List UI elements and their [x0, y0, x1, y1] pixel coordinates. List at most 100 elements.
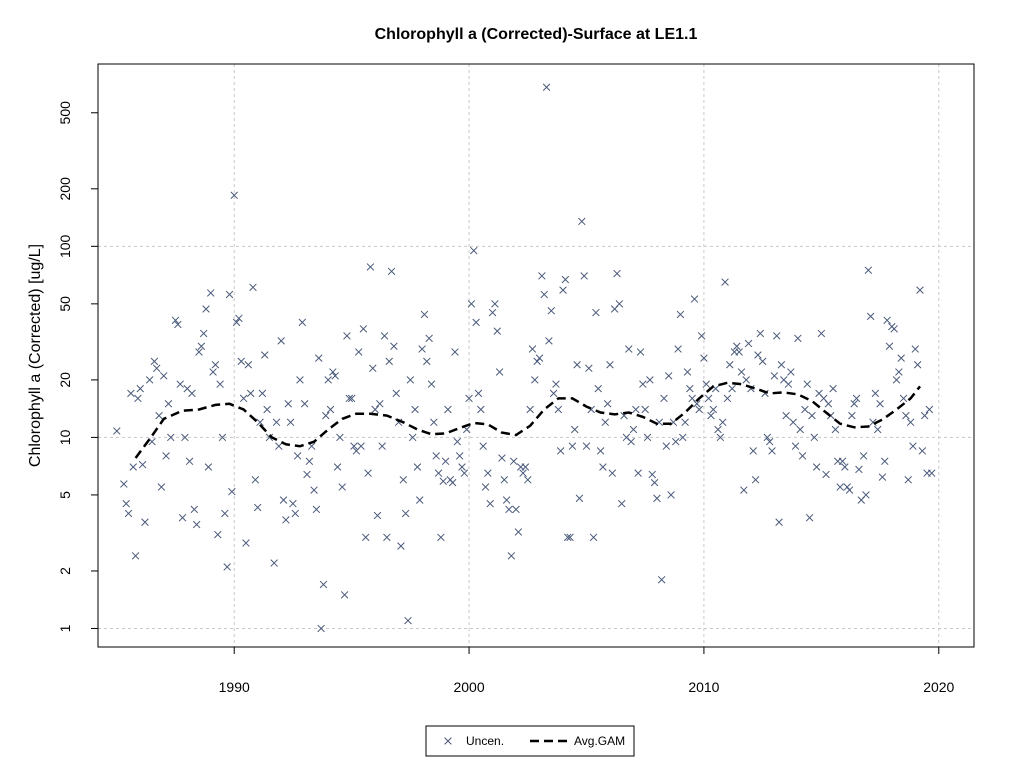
x-tick-label: 2000: [453, 679, 484, 695]
gam-line-layer: [134, 381, 921, 459]
data-point: [920, 411, 929, 420]
data-point: [249, 283, 257, 292]
data-point: [481, 483, 490, 491]
data-point: [524, 476, 532, 484]
data-point: [298, 318, 307, 327]
y-tick-label: 20: [57, 372, 73, 388]
data-point: [413, 463, 422, 471]
data-point: [282, 516, 290, 524]
data-point: [695, 405, 703, 414]
y-tick-label: 200: [57, 177, 73, 201]
data-point: [768, 447, 776, 455]
x-tick-label: 2010: [688, 679, 719, 695]
data-point: [420, 310, 429, 319]
data-point: [805, 513, 814, 522]
data-point: [812, 463, 821, 471]
data-point: [214, 530, 222, 539]
data-point: [455, 452, 464, 460]
data-point: [772, 332, 781, 340]
data-point: [798, 452, 807, 460]
data-point: [244, 361, 253, 369]
data-point: [606, 361, 614, 369]
data-point: [881, 457, 889, 466]
data-point: [716, 433, 725, 442]
plot-frame: [97, 63, 975, 648]
data-point: [909, 442, 917, 450]
data-point: [589, 533, 598, 542]
legend-label-uncen: Uncen.: [466, 734, 504, 748]
data-point: [850, 400, 858, 408]
data-point: [613, 269, 621, 278]
data-point: [808, 411, 816, 420]
data-point: [376, 400, 384, 408]
data-point: [570, 425, 579, 434]
data-point: [625, 345, 633, 353]
data-point: [568, 442, 577, 450]
data-point: [350, 442, 358, 450]
data-point: [361, 533, 370, 542]
data-point: [293, 452, 302, 460]
data-point: [141, 518, 149, 526]
data-point: [305, 457, 314, 466]
data-point: [505, 505, 513, 514]
data-point: [580, 272, 588, 280]
data-point: [801, 405, 809, 414]
data-point: [258, 389, 267, 398]
data-point: [660, 394, 668, 403]
data-point: [742, 376, 750, 384]
data-point: [533, 357, 541, 366]
y-tick-label: 50: [57, 296, 73, 312]
data-point: [235, 314, 243, 323]
data-point: [378, 442, 386, 450]
data-point: [535, 354, 544, 362]
data-point: [385, 357, 393, 366]
data-point: [430, 418, 438, 427]
x-axis: 1990 2000 2010 2020: [219, 647, 955, 695]
data-point: [657, 575, 666, 584]
data-point: [502, 496, 511, 504]
data-point: [369, 364, 377, 373]
data-point: [423, 357, 431, 366]
data-point: [488, 308, 497, 317]
data-point: [782, 411, 790, 420]
data-point: [843, 483, 851, 491]
data-point: [690, 295, 699, 303]
data-point: [333, 463, 342, 471]
data-point: [324, 376, 332, 384]
data-point: [390, 342, 398, 350]
data-point: [129, 463, 137, 471]
data-point: [643, 433, 652, 442]
data-point: [364, 469, 372, 477]
data-point: [794, 334, 802, 343]
data-point: [674, 345, 682, 353]
data-point: [134, 394, 142, 403]
data-point: [312, 505, 321, 514]
data-point: [251, 476, 260, 484]
data-point: [239, 394, 248, 403]
data-point: [425, 334, 433, 343]
data-point: [803, 380, 812, 388]
data-point: [289, 499, 297, 508]
data-point: [883, 316, 891, 325]
data-point: [824, 400, 833, 408]
data-point: [218, 433, 227, 442]
data-point: [751, 476, 760, 484]
data-point: [653, 494, 661, 503]
y-tick-label: 10: [57, 429, 73, 445]
data-point: [683, 368, 692, 376]
data-point: [679, 433, 687, 442]
data-point: [545, 337, 553, 345]
data-point: [627, 437, 635, 446]
gam-line: [134, 381, 921, 459]
data-point: [876, 400, 884, 408]
data-point: [303, 470, 311, 479]
data-point: [192, 520, 201, 529]
data-point: [728, 384, 736, 393]
data-point: [789, 418, 797, 427]
data-point: [444, 405, 452, 414]
data-point: [148, 437, 156, 446]
data-point: [575, 494, 584, 503]
data-point: [784, 380, 793, 388]
data-point: [709, 405, 718, 414]
y-tick-label: 5: [57, 491, 73, 499]
